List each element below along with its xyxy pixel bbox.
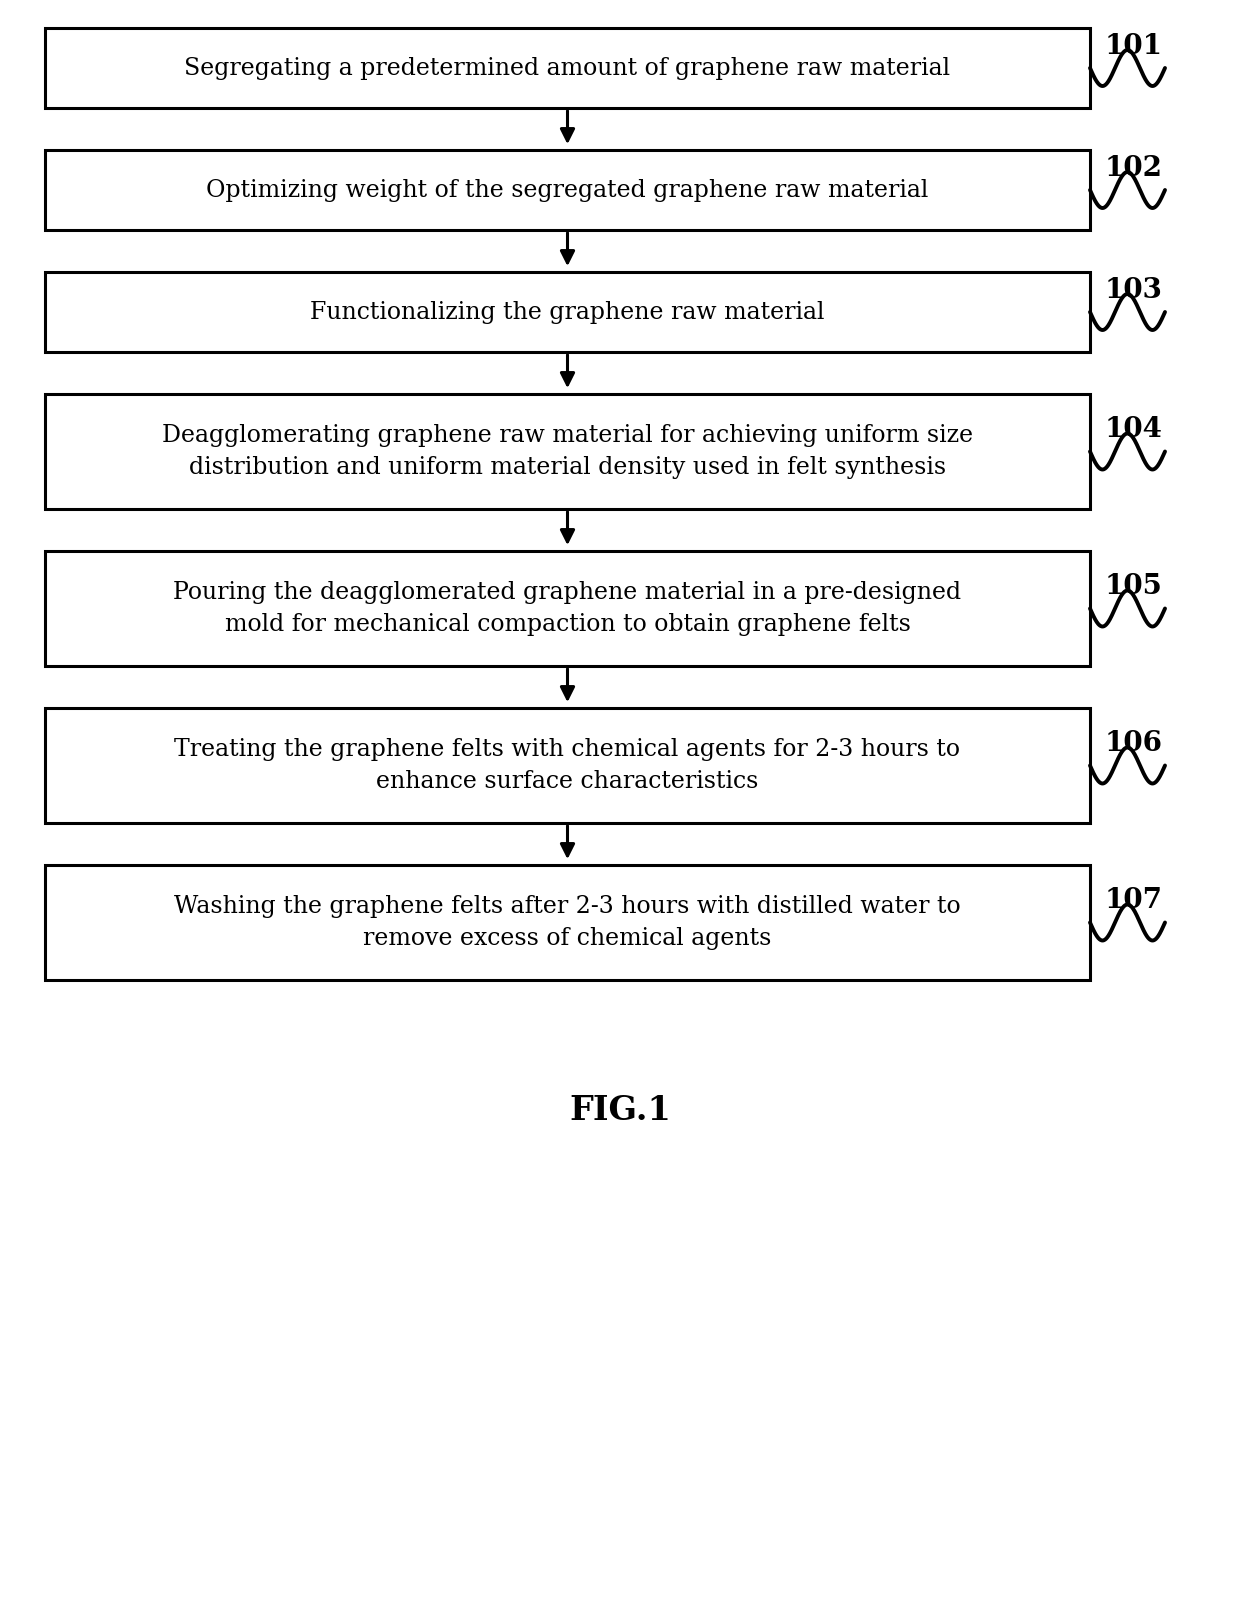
Bar (45, 272, 1090, 352)
Bar (45, 708, 1090, 822)
Text: Functionalizing the graphene raw material: Functionalizing the graphene raw materia… (310, 301, 825, 323)
Text: Deagglomerating graphene raw material for achieving uniform size
distribution an: Deagglomerating graphene raw material fo… (162, 425, 973, 479)
Text: 101: 101 (1105, 32, 1163, 60)
Text: 102: 102 (1105, 154, 1163, 182)
Bar (45, 150, 1090, 230)
Text: 107: 107 (1105, 887, 1163, 914)
Text: 103: 103 (1105, 277, 1163, 304)
Text: 104: 104 (1105, 417, 1163, 442)
Text: Pouring the deagglomerated graphene material in a pre-designed
mold for mechanic: Pouring the deagglomerated graphene mate… (174, 581, 961, 636)
Bar (45, 550, 1090, 666)
Text: 106: 106 (1105, 730, 1163, 756)
Bar (45, 866, 1090, 980)
Bar (45, 27, 1090, 108)
Text: Washing the graphene felts after 2-3 hours with distilled water to
remove excess: Washing the graphene felts after 2-3 hou… (174, 895, 961, 949)
Text: Treating the graphene felts with chemical agents for 2-3 hours to
enhance surfac: Treating the graphene felts with chemica… (175, 739, 961, 793)
Bar (45, 394, 1090, 508)
Text: Segregating a predetermined amount of graphene raw material: Segregating a predetermined amount of gr… (185, 56, 951, 79)
Text: FIG.1: FIG.1 (569, 1094, 671, 1126)
Text: Optimizing weight of the segregated graphene raw material: Optimizing weight of the segregated grap… (206, 179, 929, 201)
Text: 105: 105 (1105, 573, 1163, 600)
